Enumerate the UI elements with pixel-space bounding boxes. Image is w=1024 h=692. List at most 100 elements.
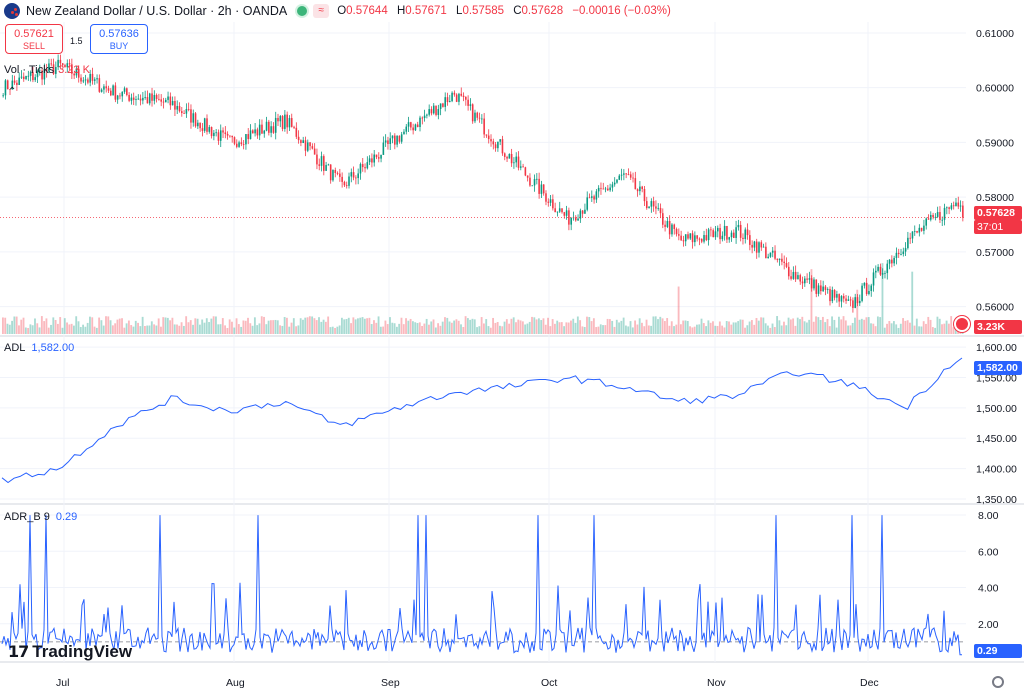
price-axis-label: 0.59000 (976, 137, 1014, 149)
candle-body (643, 188, 646, 202)
candle-body (107, 88, 110, 91)
candle-body (673, 224, 676, 229)
volume-bar (748, 321, 751, 334)
volume-bar (661, 318, 664, 334)
adl-legend[interactable]: ADL 1,582.00 (4, 342, 74, 354)
candle-body (329, 164, 332, 181)
candle-body (671, 224, 673, 235)
price-axis-label: 0.57000 (976, 247, 1014, 259)
candle-body (467, 99, 469, 106)
volume-bar (922, 321, 925, 334)
volume-bar (18, 325, 20, 334)
candle-body (29, 72, 32, 76)
candle-body (934, 216, 937, 218)
candle-body (91, 73, 94, 81)
volume-bar (535, 319, 538, 334)
candle-body (733, 232, 735, 238)
candle-body (426, 114, 428, 116)
symbol-title[interactable]: New Zealand Dollar / U.S. Dollar · 2h · … (26, 4, 288, 18)
volume-bar (625, 325, 627, 334)
candle-body (815, 279, 818, 294)
volume-legend[interactable]: Vol · Ticks 3.23 K (4, 64, 90, 76)
volume-bar (279, 325, 281, 334)
collapse-legend-icon[interactable]: ⌃ (8, 86, 17, 97)
candle-body (590, 196, 593, 198)
volume-bar (322, 319, 325, 334)
volume-bar (677, 286, 680, 334)
volume-bar (75, 316, 78, 334)
volume-bar (409, 318, 412, 334)
volume-bar (581, 326, 584, 334)
volume-bar (359, 317, 362, 334)
volume-bar (402, 324, 405, 334)
candle-body (568, 210, 570, 225)
tradingview-logo[interactable]: 𝟭𝟳 TradingView (8, 642, 132, 662)
candle-body (574, 217, 577, 221)
volume-bar (334, 327, 336, 334)
candle-body (542, 184, 545, 194)
volume-bar (79, 327, 82, 334)
volume-bar (437, 323, 440, 334)
candle-body (341, 176, 343, 182)
market-open-status-icon[interactable] (295, 4, 310, 18)
candle-body (453, 92, 456, 95)
candle-body (313, 148, 316, 155)
sell-button[interactable]: 0.57621 SELL (5, 24, 63, 54)
volume-bar (565, 322, 568, 334)
volume-bar (847, 325, 850, 334)
volume-bar (657, 319, 659, 334)
candle-body (547, 201, 550, 203)
adl-axis-label: 1,550.00 (976, 372, 1017, 384)
candle-body (4, 80, 7, 96)
candle-body (80, 77, 82, 82)
candle-body (852, 300, 854, 308)
candle-body (597, 187, 600, 192)
volume-bar (91, 317, 94, 334)
volume-bar (787, 317, 790, 334)
volume-bar (698, 324, 701, 334)
volume-bar (240, 326, 243, 334)
candle-body (407, 122, 410, 127)
candle-body (364, 167, 366, 169)
volume-bar (558, 322, 561, 334)
volume-bar (375, 322, 378, 334)
volume-bar (755, 318, 758, 334)
volume-bar (208, 322, 210, 334)
candle-body (327, 164, 330, 166)
candle-body (41, 70, 43, 80)
adr-badge: 0.29 (974, 644, 1022, 658)
volume-bar (45, 318, 48, 334)
volume-bar (109, 320, 112, 334)
candle-body (242, 144, 245, 145)
volume-bar (221, 318, 224, 334)
volume-bar (331, 326, 334, 334)
candle-body (881, 273, 884, 275)
candle-body (636, 189, 639, 192)
candle-body (247, 134, 250, 140)
volume-bar (586, 316, 588, 334)
volume-bar (833, 319, 836, 334)
volume-bar (792, 318, 795, 334)
low-value: 0.57585 (462, 5, 505, 17)
volume-bar (817, 317, 820, 334)
candle-body (783, 261, 785, 263)
volume-bar (744, 327, 746, 334)
volume-bar (105, 316, 107, 334)
candle-body (721, 235, 724, 240)
candle-body (696, 235, 698, 239)
volume-bar (911, 271, 914, 334)
volume-bar (776, 316, 779, 334)
buy-button[interactable]: 0.57636 BUY (90, 24, 148, 54)
adr-legend[interactable]: ADR_B 9 0.29 (4, 511, 77, 523)
volume-bar (29, 324, 32, 334)
adr-axis-label: 6.00 (978, 546, 999, 558)
settings-gear-icon[interactable] (992, 676, 1004, 688)
candle-body (265, 121, 268, 131)
volume-bar (13, 316, 16, 334)
candle-body (492, 141, 495, 145)
volume-bar (764, 323, 767, 334)
approx-icon[interactable]: ≈ (313, 4, 330, 18)
economic-event-icon[interactable] (954, 316, 970, 332)
